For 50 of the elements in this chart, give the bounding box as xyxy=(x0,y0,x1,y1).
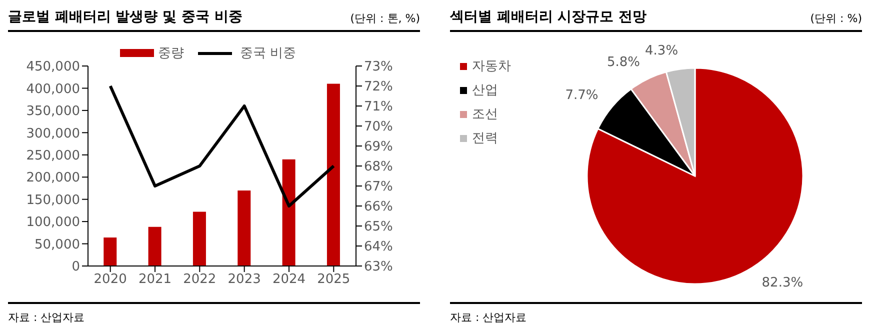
legend-label: 자동차 xyxy=(472,58,511,75)
y2-tick-label: 73% xyxy=(364,60,393,75)
data-label: 7.7% xyxy=(565,88,598,103)
y2-tick-label: 66% xyxy=(364,200,393,215)
legend-label: 전력 xyxy=(472,130,498,147)
y-tick-label: 300,000 xyxy=(26,126,80,142)
legend-label: 조선 xyxy=(472,106,498,123)
legend-label: 중국 비중 xyxy=(240,45,296,62)
y-tick-label: 150,000 xyxy=(26,192,80,208)
bar xyxy=(148,226,162,266)
y2-tick-label: 63% xyxy=(364,260,393,275)
legend-label: 산업 xyxy=(472,82,498,99)
bar xyxy=(282,159,296,266)
text: (단위 : 톤, %) xyxy=(350,11,420,26)
text: 자료 : 산업자료 xyxy=(450,310,528,325)
data-label: 5.8% xyxy=(606,55,640,70)
bar xyxy=(238,190,251,266)
y-tick-label: 0 xyxy=(72,260,80,275)
y2-tick-label: 67% xyxy=(364,180,393,195)
y2-tick-label: 68% xyxy=(364,160,393,175)
bar xyxy=(192,212,206,266)
bar xyxy=(104,238,117,266)
y-tick-label: 400,000 xyxy=(26,82,80,97)
text: (단위 : %) xyxy=(810,11,862,26)
y2-tick-label: 65% xyxy=(364,220,393,235)
y-tick-label: 100,000 xyxy=(26,215,80,230)
y2-tick-label: 70% xyxy=(364,120,393,135)
data-label: 4.3% xyxy=(645,44,678,59)
chart-title: 섹터별 폐배터리 시장규모 전망 xyxy=(450,8,647,26)
line-series xyxy=(108,84,336,208)
x-tick-label: 2022 xyxy=(183,272,216,288)
bar xyxy=(326,84,340,266)
y2-tick-label: 69% xyxy=(364,140,393,155)
chart-title: 글로벌 폐배터리 발생량 및 중국 비중 xyxy=(8,8,242,26)
legend-label: 중량 xyxy=(158,45,184,62)
x-tick-label: 2020 xyxy=(94,272,127,288)
text: 자료 : 산업자료 xyxy=(8,310,86,325)
y-tick-label: 50,000 xyxy=(34,237,80,252)
y-tick-label: 200,000 xyxy=(26,170,80,186)
x-tick-label: 2021 xyxy=(138,272,172,288)
y2-tick-label: 72% xyxy=(364,80,393,95)
data-label: 82.3% xyxy=(762,275,804,290)
y2-tick-label: 71% xyxy=(364,100,393,115)
y2-tick-label: 64% xyxy=(364,240,393,255)
y-tick-label: 350,000 xyxy=(26,104,80,120)
x-tick-label: 2025 xyxy=(317,272,350,288)
x-tick-label: 2024 xyxy=(272,272,306,288)
y-tick-label: 250,000 xyxy=(26,148,80,164)
y-tick-label: 450,000 xyxy=(26,60,80,75)
x-tick-label: 2023 xyxy=(228,272,261,288)
